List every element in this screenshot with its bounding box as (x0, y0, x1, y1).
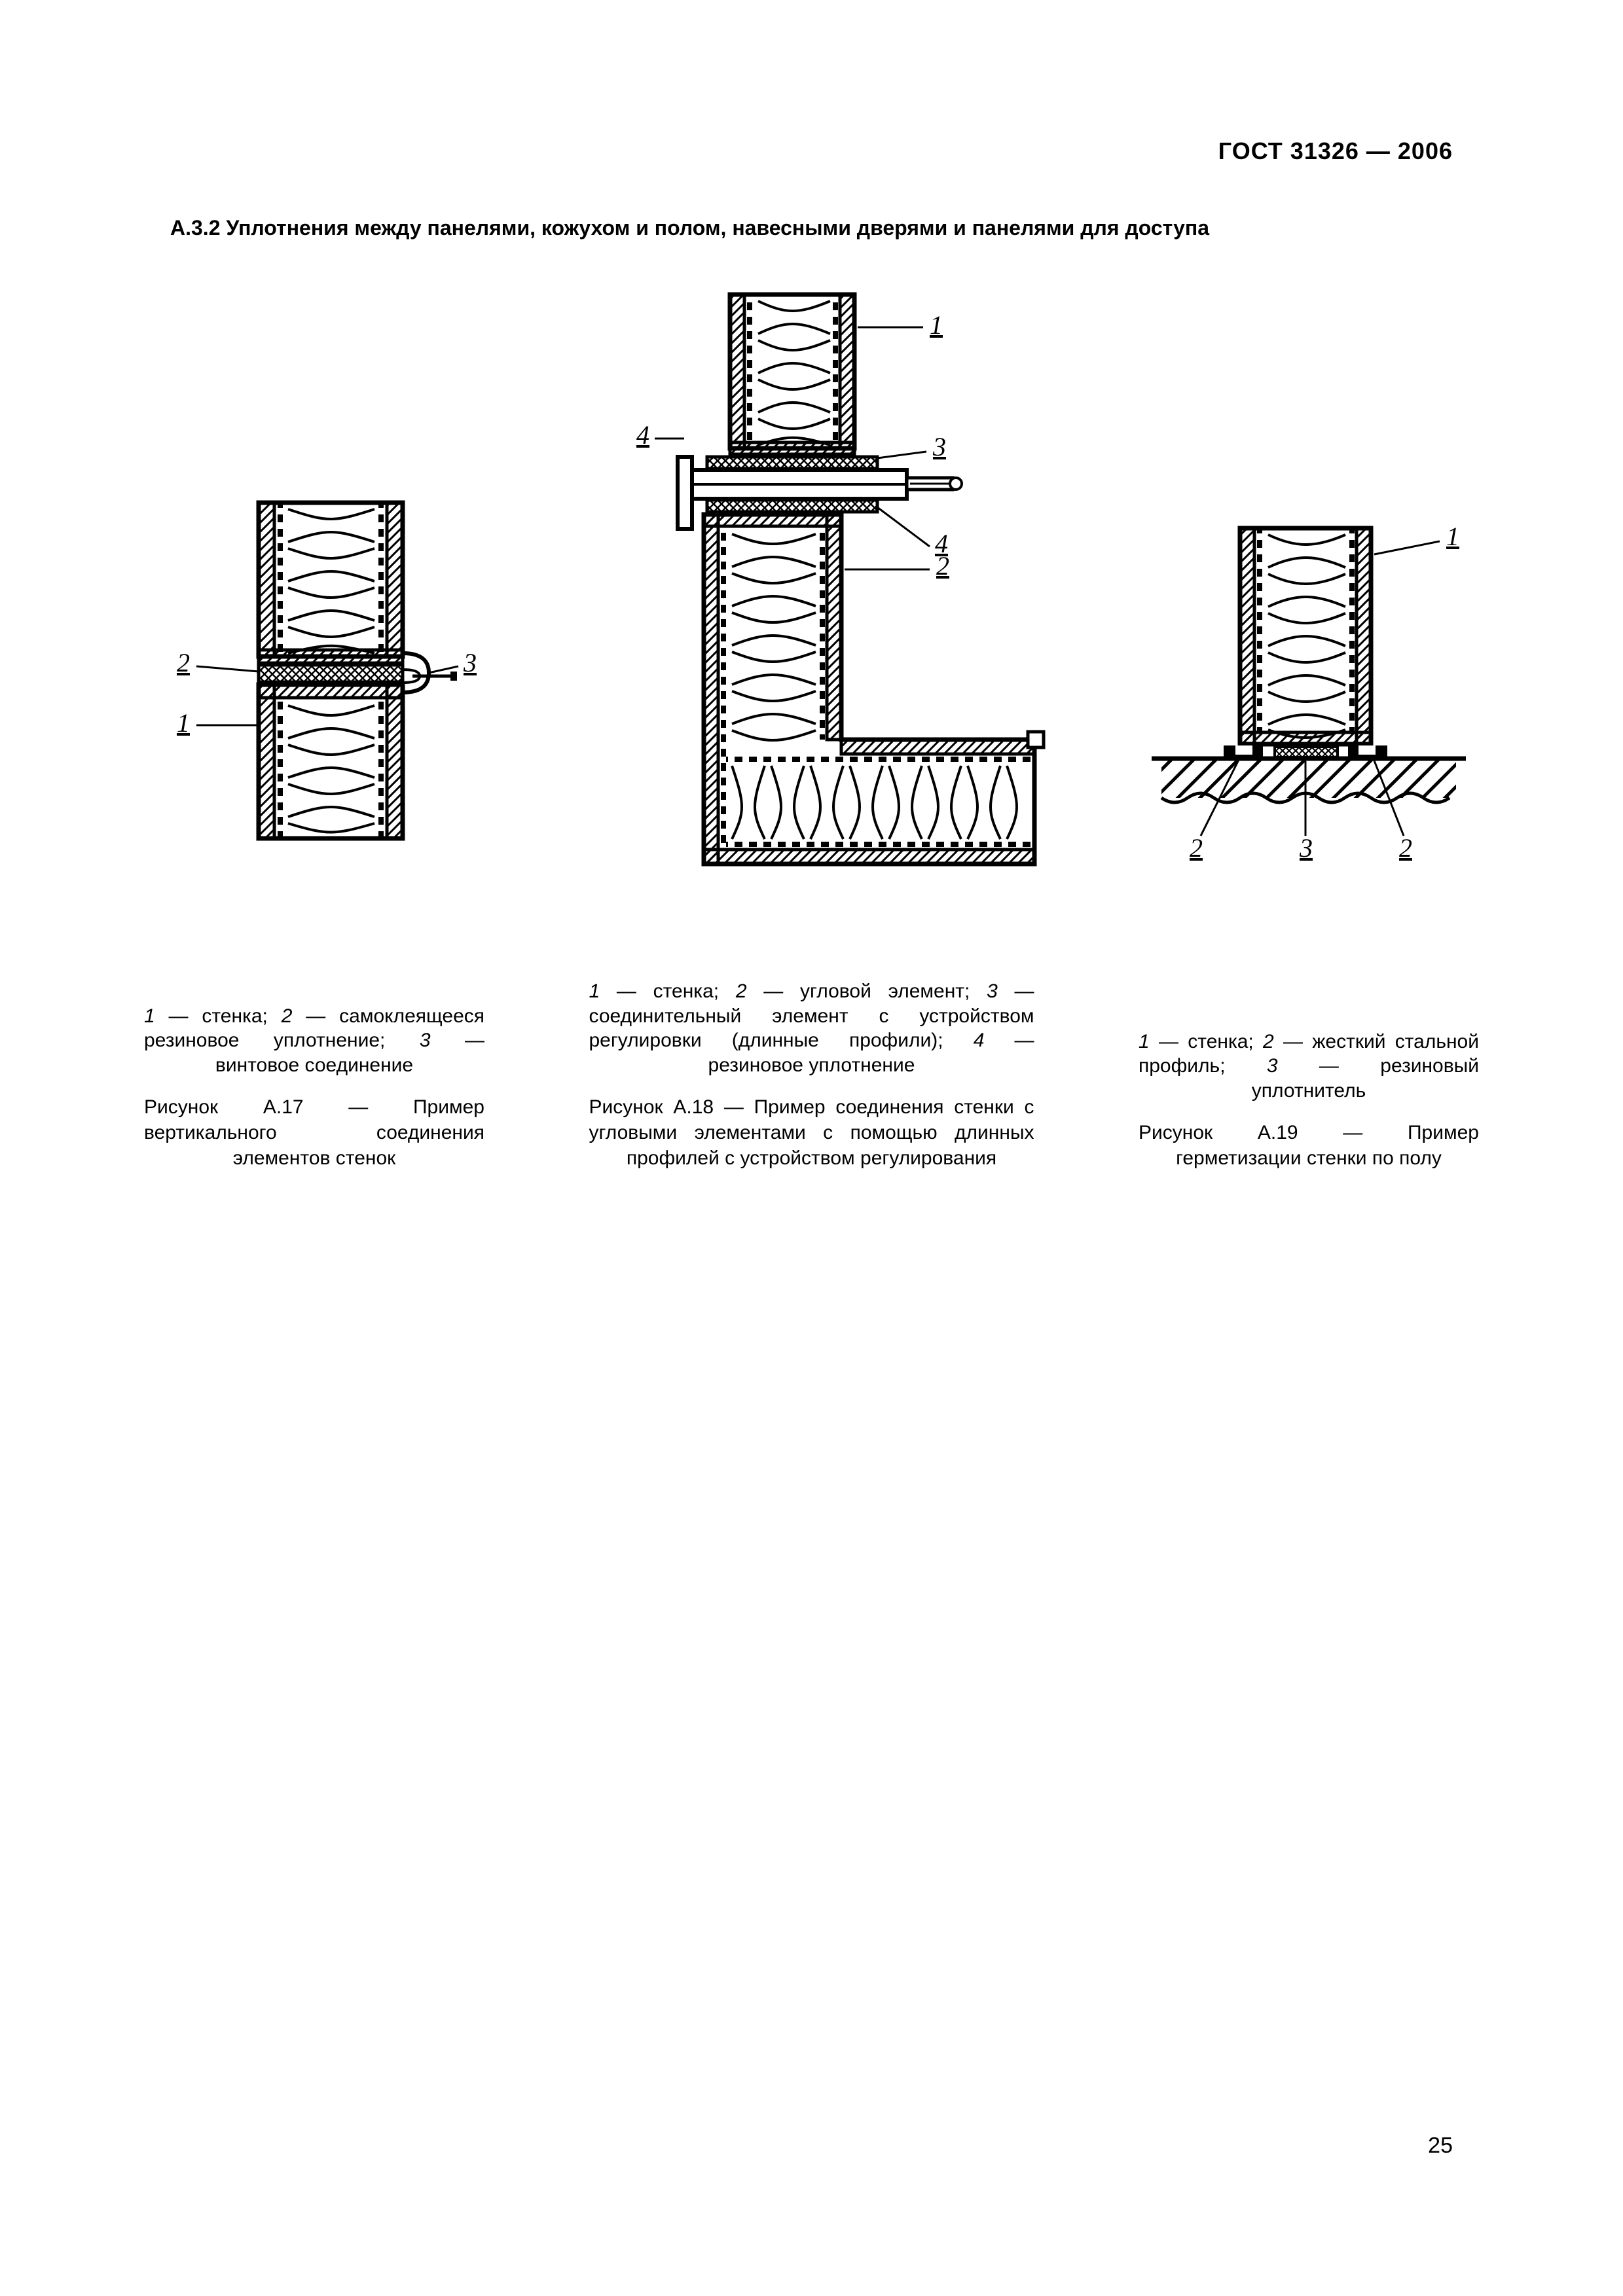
figure-a19: 1 2 3 2 1 — стенка; 2 — жесткий стальной… (1125, 338, 1492, 1172)
figure-a18: 1 4 3 4 2 1 — стенка; 2 — угловой элемен… (576, 288, 1048, 1171)
callout-2a: 2 (1190, 833, 1203, 863)
figure-a19-legend: 1 — стенка; 2 — жесткий стальной профиль… (1125, 1030, 1492, 1103)
figures-row: 2 1 3 1 — стенка; 2 — самоклеящееся рези… (131, 288, 1492, 1171)
figure-a18-svg: 1 4 3 4 2 (576, 288, 1048, 956)
figure-a19-caption: Рисунок А.19 — Пример герметизации стенк… (1125, 1120, 1492, 1171)
callout-2: 2 (936, 551, 949, 581)
figure-a18-caption: Рисунок А.18 — Пример соединения стенки … (576, 1094, 1048, 1171)
callout-2: 2 (177, 648, 190, 677)
figure-a17-legend: 1 — стенка; 2 — самоклеящееся резиновое … (131, 1004, 498, 1078)
callout-3: 3 (463, 648, 477, 677)
callout-3: 3 (1299, 833, 1313, 863)
callout-3: 3 (932, 432, 946, 461)
section-heading: А.3.2 Уплотнения между панелями, кожухом… (170, 216, 1453, 240)
standard-code: ГОСТ 31326 — 2006 (1218, 137, 1453, 165)
callout-4a: 4 (636, 420, 649, 450)
figure-a18-legend: 1 — стенка; 2 — угловой элемент; 3 — сое… (576, 979, 1048, 1077)
figure-a17-svg: 2 1 3 (131, 313, 498, 980)
callout-1: 1 (177, 708, 190, 738)
figure-a17: 2 1 3 1 — стенка; 2 — самоклеящееся рези… (131, 313, 498, 1172)
page-number: 25 (1428, 2133, 1453, 2159)
callout-2b: 2 (1399, 833, 1412, 863)
figure-a17-caption: Рисунок А.17 — Пример вертикального соед… (131, 1094, 498, 1171)
callout-1: 1 (930, 310, 943, 340)
callout-1: 1 (1446, 522, 1459, 551)
figure-a19-svg: 1 2 3 2 (1125, 338, 1492, 1006)
page: ГОСТ 31326 — 2006 А.3.2 Уплотнения между… (0, 0, 1623, 2296)
